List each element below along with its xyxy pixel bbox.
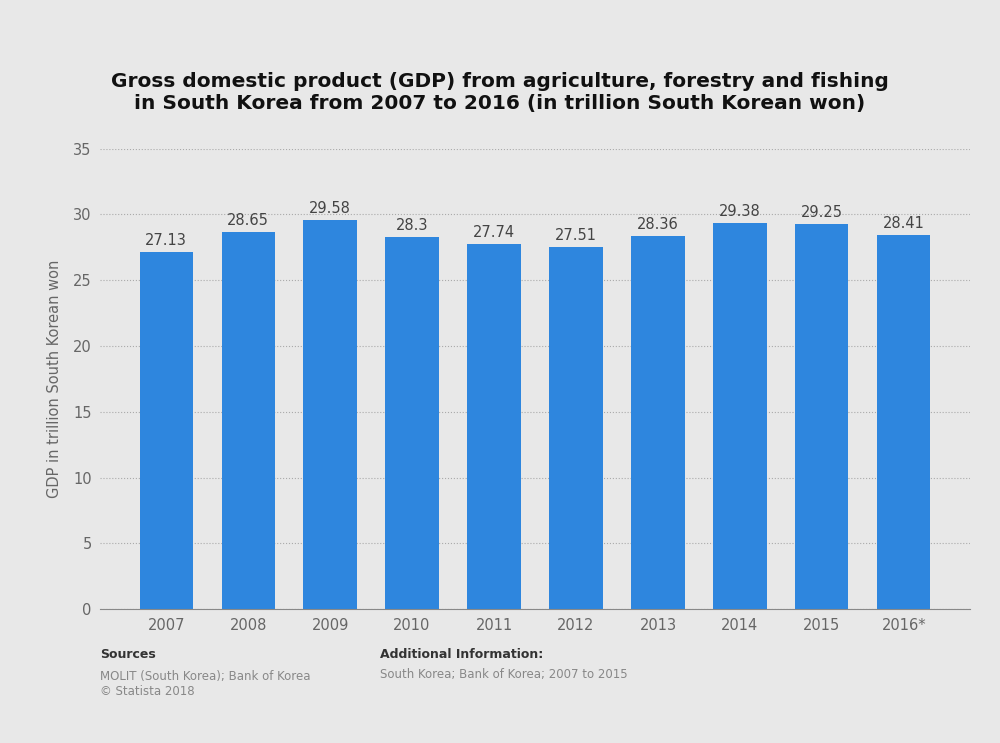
- Bar: [140, 252, 193, 609]
- Bar: [222, 232, 275, 609]
- Text: 28.36: 28.36: [637, 217, 679, 232]
- Bar: [385, 237, 439, 609]
- Bar: [795, 224, 848, 609]
- Text: Sources: Sources: [100, 648, 156, 661]
- Text: 27.51: 27.51: [555, 228, 597, 243]
- Text: Additional Information:: Additional Information:: [380, 648, 543, 661]
- Text: South Korea; Bank of Korea; 2007 to 2015: South Korea; Bank of Korea; 2007 to 2015: [380, 668, 628, 681]
- Bar: [467, 244, 521, 609]
- Text: MOLIT (South Korea); Bank of Korea
© Statista 2018: MOLIT (South Korea); Bank of Korea © Sta…: [100, 669, 310, 698]
- Text: 29.58: 29.58: [309, 201, 351, 216]
- Text: 29.38: 29.38: [719, 204, 761, 218]
- Text: 28.3: 28.3: [396, 218, 428, 233]
- Text: 28.41: 28.41: [883, 216, 925, 231]
- Text: 27.13: 27.13: [145, 233, 187, 248]
- Text: Gross domestic product (GDP) from agriculture, forestry and fishing
in South Kor: Gross domestic product (GDP) from agricu…: [111, 72, 889, 114]
- Bar: [549, 247, 603, 609]
- Text: 29.25: 29.25: [801, 205, 843, 221]
- Bar: [303, 220, 357, 609]
- Y-axis label: GDP in trillion South Korean won: GDP in trillion South Korean won: [47, 260, 62, 498]
- Bar: [713, 223, 767, 609]
- Bar: [631, 236, 685, 609]
- Bar: [877, 236, 930, 609]
- Text: 28.65: 28.65: [227, 213, 269, 228]
- Text: 27.74: 27.74: [473, 225, 515, 240]
